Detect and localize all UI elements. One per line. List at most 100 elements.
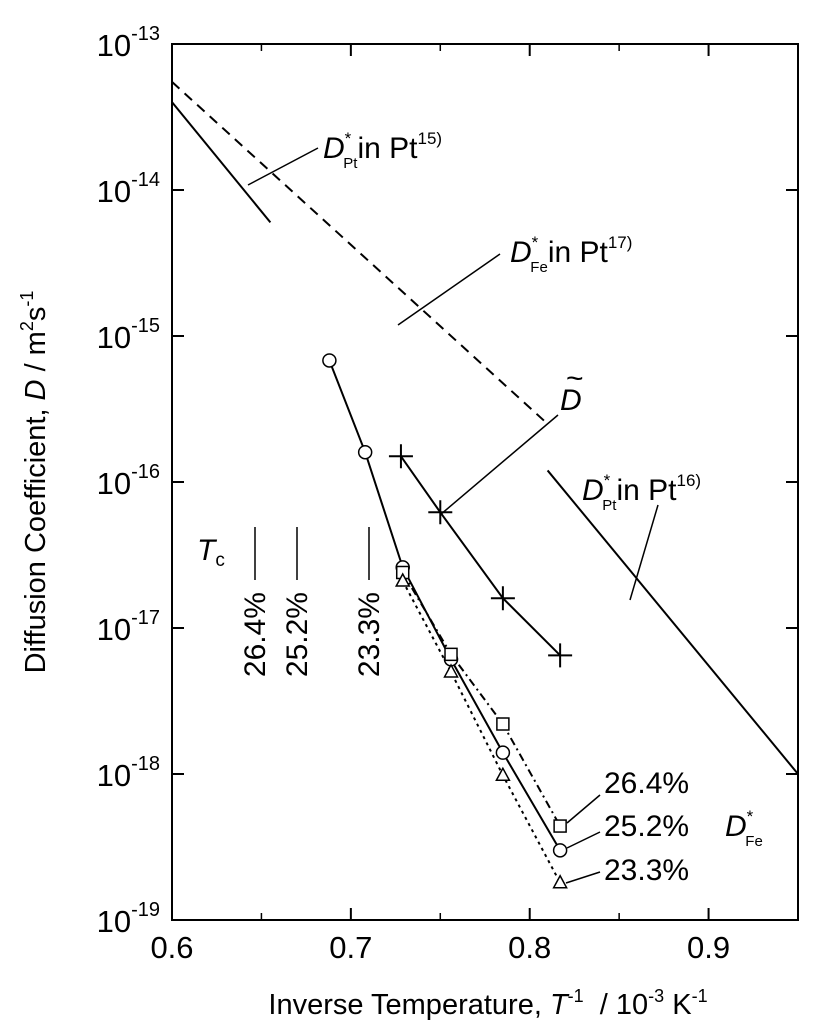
series-line-interdiffusion (400, 455, 561, 657)
data-point-triangle (495, 766, 511, 782)
y-tick-exponent: -14 (131, 169, 160, 191)
data-point-square (444, 647, 458, 662)
label-series-233: 23.3% (604, 854, 689, 887)
data-point-plus (548, 643, 573, 668)
y-tick-label: 10-18 (97, 753, 160, 793)
reference-line-pt15 (171, 101, 272, 224)
y-axis-title-unit: / m (20, 331, 52, 379)
label-pt16-sub: Pt (602, 497, 617, 514)
y-axis-title-var: D (20, 379, 52, 400)
tc-label-sym: T (197, 534, 218, 567)
y-axis-title-prefix: Diffusion Coefficient, (20, 400, 52, 673)
leader-233 (565, 871, 601, 884)
data-point-plus (428, 500, 453, 525)
x-axis-title-var-exp: -1 (568, 986, 584, 1006)
label-pt15-sym: D (323, 132, 345, 165)
label-fe-star-star: * (747, 807, 754, 826)
leader-pt15 (247, 147, 319, 186)
data-point-triangle (552, 874, 568, 889)
data-point-square (496, 717, 510, 731)
y-tick-base: 10 (97, 174, 131, 209)
y-axis-title: Diffusion Coefficient, D / m2s-1 (17, 291, 52, 674)
y-tick-label: 10-16 (97, 461, 160, 501)
x-axis-title-prefix: Inverse Temperature, (268, 989, 550, 1021)
plot-frame (171, 43, 799, 921)
label-pt15-star: * (345, 129, 352, 148)
y-tick-exponent: -17 (131, 607, 160, 629)
x-tick-label: 0.6 (150, 930, 193, 965)
label-pt15: D* Ptin Pt15) (323, 129, 442, 172)
label-pt16-star: * (604, 471, 611, 490)
reference-line-pt16 (546, 469, 799, 775)
y-tick-label: 10-19 (97, 899, 160, 939)
tc-label-sub: c (215, 550, 225, 571)
y-tick-exponent: -16 (131, 461, 160, 483)
label-pt16-ref: 16) (677, 471, 702, 490)
x-tick-label: 0.9 (687, 930, 730, 965)
y-tick-label: 10-17 (97, 607, 160, 647)
label-fe-star-sub: Fe (745, 833, 763, 850)
series-line-fe252 (328, 360, 561, 851)
label-dtilde: D (560, 384, 582, 417)
data-point-circle (495, 745, 511, 760)
label-series-264: 26.4% (604, 767, 689, 800)
y-tick-base: 10 (97, 904, 131, 939)
y-tick-exponent: -18 (131, 753, 160, 775)
leader-252 (566, 831, 601, 849)
x-axis-title: Inverse Temperature, T-1 / 10-3 K-1 (268, 986, 707, 1021)
leader-pt16 (629, 504, 659, 601)
y-tick-label: 10-14 (97, 169, 160, 209)
y-tick-exponent: -15 (131, 315, 160, 337)
label-fe17-text: in Pt (548, 236, 609, 269)
data-point-square (553, 819, 567, 833)
y-tick-base: 10 (97, 758, 131, 793)
data-point-plus (388, 444, 413, 469)
y-tick-exponent: -19 (131, 899, 160, 921)
label-series-252: 25.2% (604, 810, 689, 843)
label-pt15-ref: 15) (418, 129, 443, 148)
tc-value-264: 26.4% (239, 592, 272, 677)
label-fe17-sub: Fe (530, 259, 548, 276)
y-tick-base: 10 (97, 466, 131, 501)
tc-value-252: 25.2% (281, 592, 314, 677)
y-tick-base: 10 (97, 320, 131, 355)
y-axis-title-m-exp: 2 (17, 321, 37, 331)
data-point-circle (357, 444, 373, 460)
y-tick-label: 10-13 (97, 23, 160, 63)
label-fe-star: D* Fe (725, 807, 763, 850)
x-axis-title-var: T (550, 989, 570, 1021)
label-fe-star-sym: D (725, 810, 747, 843)
data-point-triangle (394, 572, 411, 587)
y-tick-base: 10 (97, 612, 131, 647)
y-tick-base: 10 (97, 28, 131, 63)
x-axis-title-unit-end: K (664, 989, 692, 1021)
series-line-fe233 (401, 580, 562, 884)
y-axis-title-s: s (20, 307, 52, 322)
label-dtilde-mark: ~ (566, 362, 584, 395)
data-point-circle (552, 843, 568, 858)
x-tick-label: 0.7 (329, 930, 372, 965)
data-point-triangle (443, 663, 459, 678)
label-fe17-star: * (532, 233, 539, 252)
leader-dtilde (439, 414, 559, 516)
y-axis-title-s-exp: -1 (17, 291, 37, 307)
x-axis-title-unit-exp: -3 (648, 986, 664, 1006)
data-point-plus (490, 586, 515, 611)
y-tick-label: 10-15 (97, 315, 160, 355)
label-pt16-sym: D (582, 474, 604, 507)
x-tick-label: 0.8 (508, 930, 551, 965)
leader-fe17 (397, 253, 501, 326)
label-pt16: D* Ptin Pt16) (582, 471, 701, 514)
label-fe17-sym: D (510, 236, 532, 269)
series-line-fe264 (401, 571, 561, 827)
data-point-circle (322, 353, 337, 368)
label-pt15-text: in Pt (357, 132, 418, 165)
label-pt16-text: in Pt (616, 474, 677, 507)
tc-label: Tc (197, 534, 225, 571)
tc-value-233: 23.3% (353, 592, 386, 677)
x-axis-title-unit: / 10 (584, 989, 649, 1021)
x-axis-title-unit-end-exp: -1 (692, 986, 708, 1006)
leader-264 (566, 794, 601, 824)
label-fe17-ref: 17) (608, 233, 633, 252)
